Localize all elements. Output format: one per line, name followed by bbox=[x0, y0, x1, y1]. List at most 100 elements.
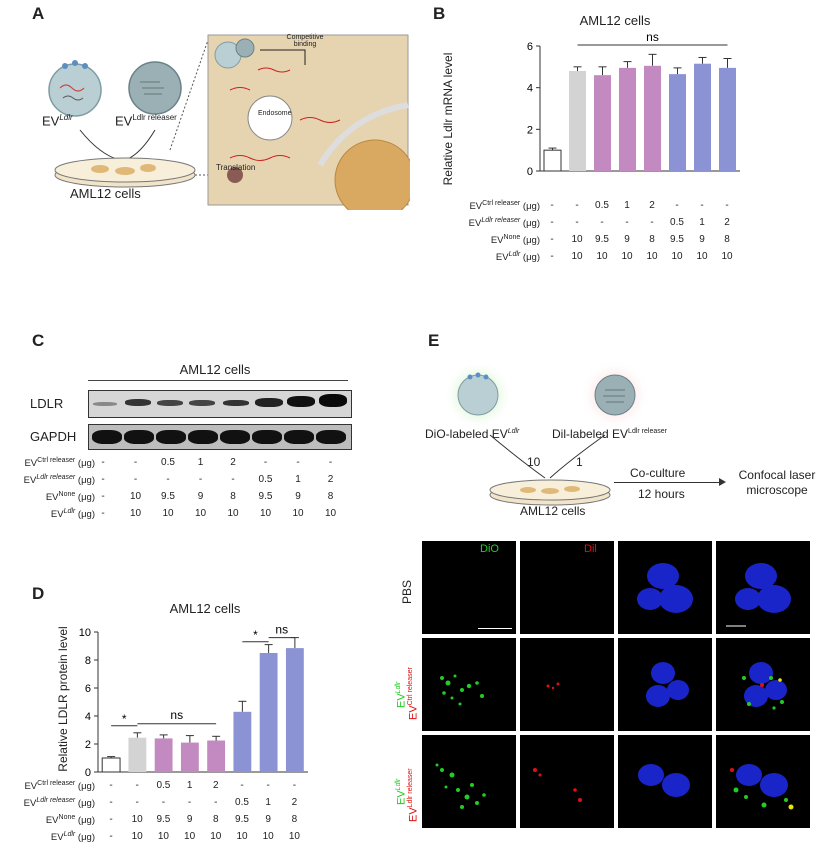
arrow-head-icon bbox=[719, 478, 726, 486]
blot-label-gapdh: GAPDH bbox=[30, 429, 77, 444]
treatment-cell: 2 bbox=[230, 457, 236, 468]
micro-pbs-dapi bbox=[618, 541, 712, 634]
treatment-cell: 1 bbox=[699, 217, 705, 228]
treatment-cell: 10 bbox=[696, 251, 708, 262]
treatment-cell: 10 bbox=[571, 251, 583, 262]
micro-pbs-dio bbox=[422, 541, 516, 634]
inset-competitive-label: Competitive binding bbox=[286, 34, 324, 48]
bar bbox=[207, 740, 226, 772]
treatment-cell: 10 bbox=[184, 831, 196, 842]
treatment-row-label: EVCtrl releaser (μg) bbox=[24, 780, 95, 793]
treatment-cell: - bbox=[650, 217, 654, 228]
panel-b-treatment-table: EVCtrl releaser (μg) - -0.5 1 2- - - EVLdlr rel… bbox=[400, 200, 780, 272]
bar bbox=[128, 737, 147, 772]
dio-label: DiO-labeled EVLdlr bbox=[425, 427, 520, 441]
treatment-cell: - bbox=[101, 491, 105, 502]
panel-a-schematic bbox=[30, 30, 416, 221]
treatment-cell: - bbox=[101, 508, 105, 519]
treatment-cell: 10 bbox=[131, 831, 143, 842]
treatment-cell: - bbox=[133, 474, 138, 485]
treatment-cell: - bbox=[109, 814, 113, 825]
y-tick-label: 4 bbox=[527, 83, 533, 95]
ev-ldlr-label: EVLdlr bbox=[42, 113, 73, 129]
treatment-row-label: EVCtrl releaser (μg) bbox=[469, 200, 540, 213]
treatment-cell: 10 bbox=[227, 508, 239, 519]
micro-ctrl-dio bbox=[422, 638, 516, 731]
panel-c-title-line bbox=[88, 380, 348, 381]
treatment-cell: 10 bbox=[571, 234, 583, 245]
treatment-cell: 8 bbox=[649, 234, 655, 245]
treatment-cell: 8 bbox=[213, 814, 219, 825]
treatment-cell: 0.5 bbox=[156, 780, 171, 791]
treatment-cell: 10 bbox=[259, 508, 272, 519]
treatment-row-label: EVNone (μg) bbox=[45, 491, 95, 504]
treatment-cell: - bbox=[292, 780, 297, 791]
treatment-cell: - bbox=[725, 200, 729, 211]
treatment-cell: 1 bbox=[265, 797, 271, 808]
treatment-cell: - bbox=[550, 251, 554, 262]
treatment-cell: - bbox=[550, 217, 554, 228]
treatment-cell: 0.5 bbox=[258, 474, 273, 485]
treatment-cell: 1 bbox=[624, 200, 630, 211]
treatment-cell: - bbox=[109, 797, 113, 808]
bar bbox=[619, 67, 636, 171]
panel-d-title: AML12 cells bbox=[169, 601, 241, 616]
treatment-cell: - bbox=[161, 797, 166, 808]
treatment-cell: 10 bbox=[129, 491, 142, 502]
micro-pbs-dil bbox=[520, 541, 614, 634]
treatment-cell: 0.5 bbox=[235, 797, 249, 808]
bar bbox=[644, 65, 661, 171]
gapdh-blot bbox=[88, 424, 352, 450]
panel-c-title: AML12 cells bbox=[179, 362, 251, 377]
treatment-cell: 10 bbox=[236, 831, 248, 842]
panel-a-letter: A bbox=[32, 4, 45, 23]
treatment-cell: - bbox=[109, 831, 113, 842]
treatment-cell: 10 bbox=[210, 831, 222, 842]
treatment-cell: 9 bbox=[624, 234, 630, 245]
bar bbox=[259, 653, 278, 772]
y-tick-label: 6 bbox=[85, 683, 91, 695]
ratio-left: 10 bbox=[527, 455, 541, 469]
panel-c-letter: C bbox=[32, 331, 45, 350]
treatment-cell: 8 bbox=[724, 234, 730, 245]
y-tick-label: 10 bbox=[79, 627, 91, 639]
treatment-cell: 9.5 bbox=[156, 814, 171, 825]
treatment-cell: - bbox=[700, 200, 704, 211]
treatment-cell: - bbox=[187, 797, 192, 808]
sig-label-d4: ns bbox=[275, 622, 288, 636]
y-tick-label: 0 bbox=[527, 166, 533, 178]
treatment-cell: 9.5 bbox=[595, 234, 609, 245]
col-dio-label: DiO bbox=[480, 543, 499, 555]
scale-bar bbox=[478, 628, 512, 629]
treatment-cell: 10 bbox=[621, 251, 633, 262]
panel-a-dish-label: AML12 cells bbox=[70, 186, 141, 201]
row-ctrl-label-2: EVCtrl releaser bbox=[407, 667, 420, 720]
inset-translation-label: Translation bbox=[216, 163, 256, 172]
treatment-cell: 10 bbox=[596, 251, 608, 262]
treatment-cell: 8 bbox=[291, 814, 298, 825]
treatment-row-label: EVLdlr releaser (μg) bbox=[23, 797, 95, 810]
treatment-row-label: EVLdlr (μg) bbox=[50, 831, 95, 844]
treatment-cell: - bbox=[198, 474, 203, 485]
coculture-arrow bbox=[614, 482, 724, 483]
bar bbox=[233, 711, 252, 772]
sig-label-d1: * bbox=[122, 712, 127, 726]
micro-ldlr-merge bbox=[716, 735, 810, 828]
treatment-row-label: EVLdlr releaser (μg) bbox=[23, 474, 95, 487]
panel-d-treatment-table: EVCtrl releaser (μg) - - 0.5 1 2 - - - EVLdlr rel… bbox=[0, 780, 370, 852]
treatment-cell: 1 bbox=[186, 780, 193, 791]
treatment-row-label: EVLdlr releaser (μg) bbox=[468, 217, 540, 230]
treatment-cell: - bbox=[135, 797, 139, 808]
treatment-cell: - bbox=[625, 217, 629, 228]
treatment-cell: - bbox=[214, 797, 218, 808]
bar bbox=[101, 757, 121, 773]
treatment-row-label: EVCtrl releaser (μg) bbox=[24, 457, 95, 470]
treatment-cell: 9.5 bbox=[235, 814, 249, 825]
panel-b-letter: B bbox=[433, 4, 446, 23]
treatment-cell: 10 bbox=[194, 508, 207, 519]
ev-releaser-label: EVLdlr releaser bbox=[115, 113, 177, 129]
y-tick-label: 2 bbox=[85, 739, 91, 751]
confocal-label: Confocal laser microscope bbox=[738, 468, 816, 497]
treatment-cell: 10 bbox=[131, 814, 143, 825]
treatment-cell: 8 bbox=[327, 491, 334, 502]
